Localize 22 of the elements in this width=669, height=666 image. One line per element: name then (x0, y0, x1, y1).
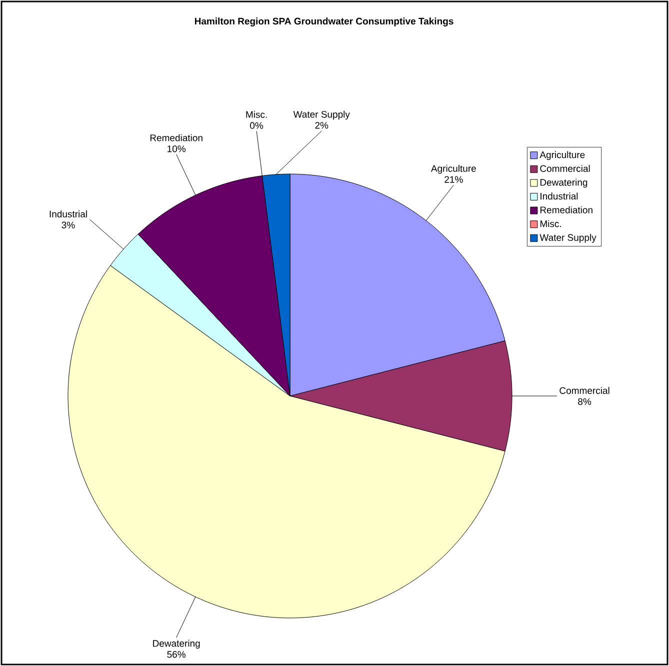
legend-label: Commercial (540, 164, 590, 172)
legend-label: Remediation (540, 206, 592, 214)
data-label: 56% (167, 651, 186, 658)
data-label: 8% (578, 398, 592, 405)
chart-title: Hamilton Region SPA Groundwater Consumptive Takings (194, 18, 454, 26)
slice-label: Industrial (50, 210, 87, 218)
legend-label: Industrial (540, 192, 578, 200)
slice-label: Dewatering (153, 640, 200, 649)
data-label: 2% (315, 122, 328, 129)
legend-label: Dewatering (540, 178, 588, 188)
slice-label: Remediation (150, 134, 202, 142)
data-label: 21% (444, 176, 463, 183)
data-label: 10% (168, 145, 186, 152)
slice-label: Water Supply (293, 110, 350, 120)
legend-label: Agriculture (540, 151, 585, 160)
legend-label: Water Supply (540, 234, 596, 243)
slice-label: Commercial (560, 386, 610, 394)
legend-label: Misc. (540, 220, 561, 228)
category-label: Misc. (246, 110, 267, 118)
data-label: 3% (62, 222, 75, 228)
text: 0% (250, 122, 264, 129)
slice-label: Agriculture (430, 164, 476, 174)
